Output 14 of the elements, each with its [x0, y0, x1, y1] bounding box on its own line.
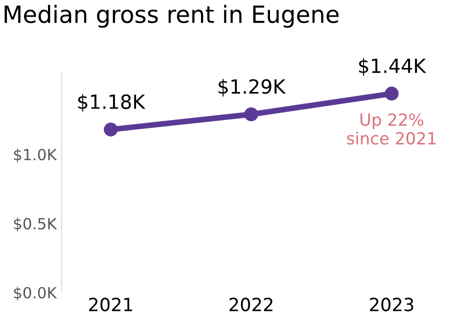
point	[104, 122, 118, 136]
y-tick-label: $0.0K	[14, 286, 58, 301]
x-tick-label: 2023	[370, 298, 414, 312]
chart-title: Median gross rent in Eugene	[4, 4, 339, 28]
data-label: $1.29K	[218, 78, 286, 96]
y-tick-label: $1.0K	[14, 148, 58, 162]
point	[244, 107, 258, 122]
annotation: Up 22% since 2021	[347, 113, 436, 145]
y-tick-label: $0.5K	[14, 218, 58, 232]
data-label: $1.18K	[78, 94, 146, 112]
point	[384, 86, 399, 101]
x-tick-label: 2022	[230, 298, 272, 312]
x-tick-label: 2021	[89, 298, 132, 312]
data-label: $1.44K	[359, 58, 426, 76]
